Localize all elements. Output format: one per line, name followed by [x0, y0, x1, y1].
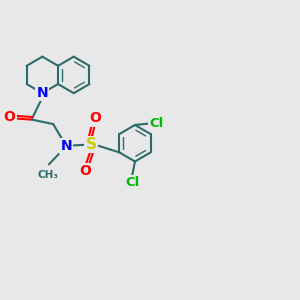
Text: S: S	[86, 137, 97, 152]
Text: N: N	[61, 139, 72, 153]
Text: CH₃: CH₃	[38, 170, 59, 180]
Text: Cl: Cl	[125, 176, 139, 189]
Text: Cl: Cl	[149, 117, 163, 130]
Text: N: N	[37, 86, 48, 100]
Text: O: O	[89, 112, 101, 125]
Text: O: O	[80, 164, 91, 178]
Text: O: O	[4, 110, 16, 124]
